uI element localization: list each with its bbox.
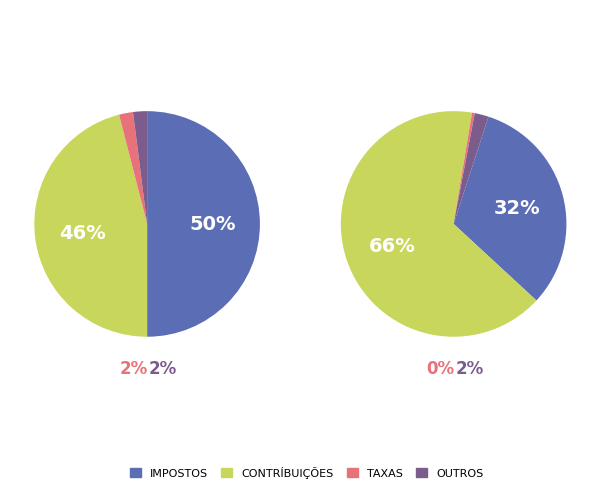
Legend: IMPOSTOS, CONTRÍBUIÇÕES, TAXAS, OUTROS: IMPOSTOS, CONTRÍBUIÇÕES, TAXAS, OUTROS <box>125 462 488 483</box>
Wedge shape <box>454 114 489 224</box>
Wedge shape <box>147 112 260 337</box>
Wedge shape <box>454 118 566 301</box>
Wedge shape <box>133 112 147 224</box>
Text: 2%: 2% <box>120 360 148 378</box>
Text: 2%: 2% <box>455 360 484 378</box>
Wedge shape <box>119 113 147 224</box>
Text: 0%: 0% <box>426 360 454 378</box>
Wedge shape <box>341 112 536 337</box>
Text: 66%: 66% <box>368 236 415 255</box>
Text: 2%: 2% <box>149 360 177 378</box>
Wedge shape <box>34 116 147 337</box>
Text: 46%: 46% <box>59 223 105 242</box>
Text: 32%: 32% <box>493 199 540 218</box>
Text: 50%: 50% <box>189 215 236 234</box>
Wedge shape <box>454 113 475 224</box>
